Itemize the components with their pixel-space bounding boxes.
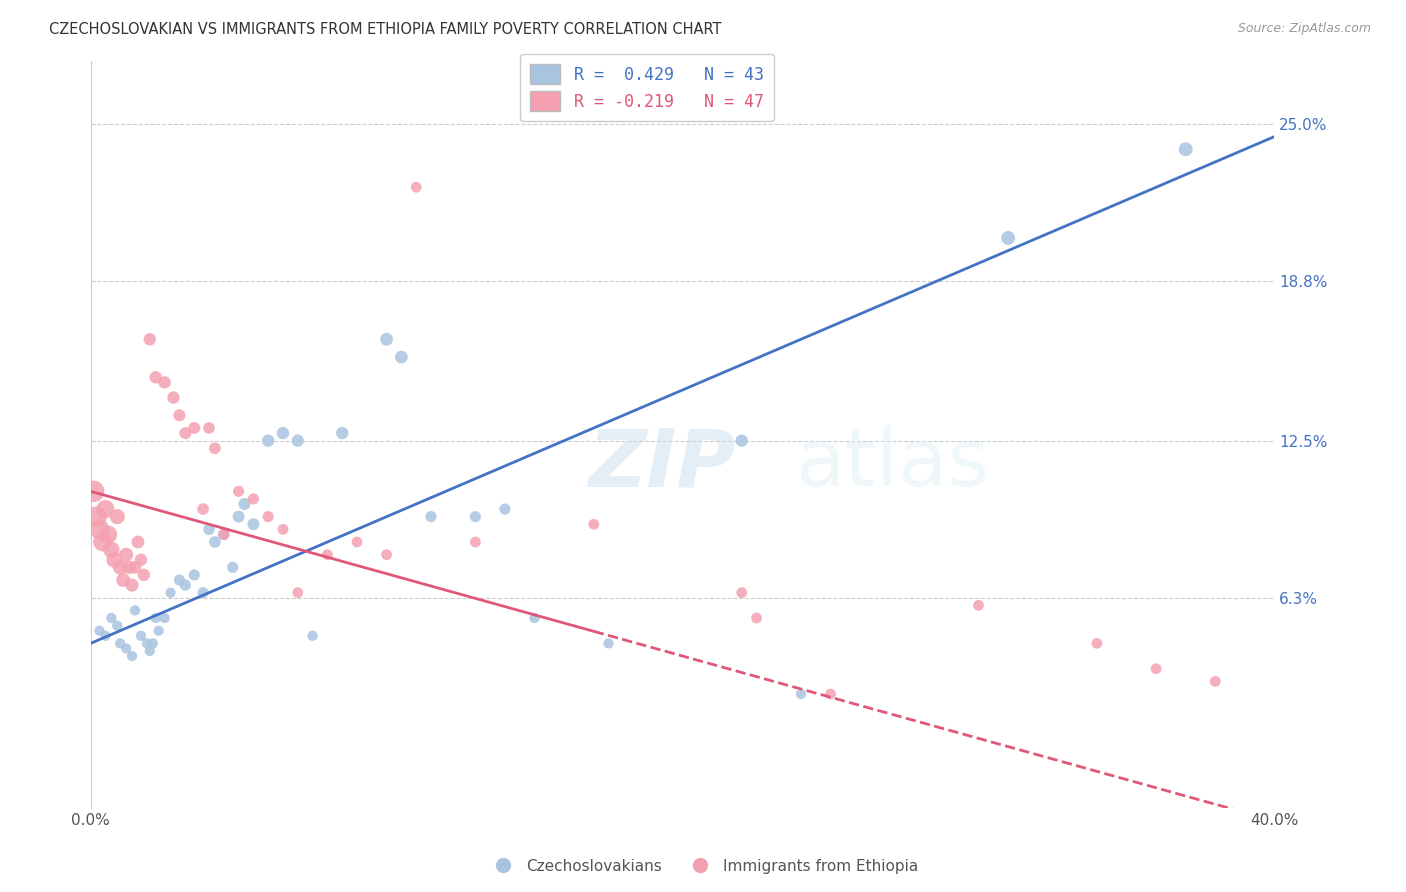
Point: [316, 548, 339, 562]
Point: [89, 522, 111, 536]
Point: [257, 509, 280, 524]
Point: [820, 687, 842, 701]
Point: [97, 527, 120, 541]
Point: [169, 409, 191, 423]
Point: [191, 585, 214, 599]
Point: [124, 560, 146, 574]
Text: CZECHOSLOVAKIAN VS IMMIGRANTS FROM ETHIOPIA FAMILY POVERTY CORRELATION CHART: CZECHOSLOVAKIAN VS IMMIGRANTS FROM ETHIO…: [49, 22, 721, 37]
Point: [204, 535, 226, 549]
Point: [174, 425, 197, 440]
Point: [301, 629, 323, 643]
Point: [100, 542, 122, 557]
Point: [121, 648, 143, 663]
Point: [94, 629, 117, 643]
Point: [967, 599, 990, 613]
Point: [233, 497, 256, 511]
Point: [1144, 662, 1167, 676]
Point: [731, 585, 754, 599]
Point: [464, 509, 486, 524]
Point: [330, 425, 353, 440]
Legend: R =  0.429   N = 43, R = -0.219   N = 47: R = 0.429 N = 43, R = -0.219 N = 47: [520, 54, 773, 121]
Point: [94, 502, 117, 516]
Point: [103, 553, 125, 567]
Point: [108, 560, 131, 574]
Point: [228, 484, 250, 499]
Point: [375, 332, 398, 346]
Point: [100, 611, 122, 625]
Point: [145, 370, 167, 384]
Point: [105, 509, 128, 524]
Point: [145, 611, 167, 625]
Point: [389, 350, 412, 364]
Point: [1174, 142, 1197, 156]
Point: [83, 484, 105, 499]
Point: [198, 522, 221, 536]
Point: [108, 636, 131, 650]
Point: [112, 573, 135, 587]
Point: [790, 687, 813, 701]
Point: [420, 509, 443, 524]
Point: [153, 376, 176, 390]
Point: [129, 629, 152, 643]
Point: [1204, 674, 1226, 689]
Point: [174, 578, 197, 592]
Point: [91, 535, 114, 549]
Point: [212, 527, 235, 541]
Text: Source: ZipAtlas.com: Source: ZipAtlas.com: [1237, 22, 1371, 36]
Point: [1085, 636, 1108, 650]
Point: [142, 636, 165, 650]
Point: [135, 636, 157, 650]
Point: [745, 611, 768, 625]
Point: [89, 624, 111, 638]
Text: ZIP: ZIP: [588, 425, 735, 503]
Point: [464, 535, 486, 549]
Point: [287, 585, 309, 599]
Point: [242, 517, 264, 532]
Point: [997, 231, 1019, 245]
Point: [129, 553, 152, 567]
Point: [118, 560, 141, 574]
Point: [159, 585, 181, 599]
Point: [346, 535, 368, 549]
Point: [228, 509, 250, 524]
Point: [132, 568, 155, 582]
Point: [271, 522, 294, 536]
Point: [598, 636, 620, 650]
Point: [148, 624, 170, 638]
Point: [287, 434, 309, 448]
Point: [257, 434, 280, 448]
Point: [169, 573, 191, 587]
Point: [405, 180, 427, 194]
Point: [127, 535, 149, 549]
Point: [731, 434, 754, 448]
Point: [494, 502, 516, 516]
Point: [183, 568, 205, 582]
Point: [221, 560, 243, 574]
Point: [204, 442, 226, 456]
Point: [105, 618, 128, 632]
Point: [115, 548, 138, 562]
Point: [271, 425, 294, 440]
Point: [198, 421, 221, 435]
Point: [115, 641, 138, 656]
Point: [139, 332, 162, 346]
Point: [153, 611, 176, 625]
Legend: Czechoslovakians, Immigrants from Ethiopia: Czechoslovakians, Immigrants from Ethiop…: [482, 853, 924, 880]
Point: [139, 644, 162, 658]
Point: [86, 509, 108, 524]
Point: [242, 491, 264, 506]
Point: [121, 578, 143, 592]
Text: atlas: atlas: [794, 425, 990, 503]
Point: [582, 517, 605, 532]
Point: [124, 603, 146, 617]
Point: [183, 421, 205, 435]
Point: [523, 611, 546, 625]
Point: [375, 548, 398, 562]
Point: [212, 527, 235, 541]
Point: [162, 391, 184, 405]
Point: [191, 502, 214, 516]
